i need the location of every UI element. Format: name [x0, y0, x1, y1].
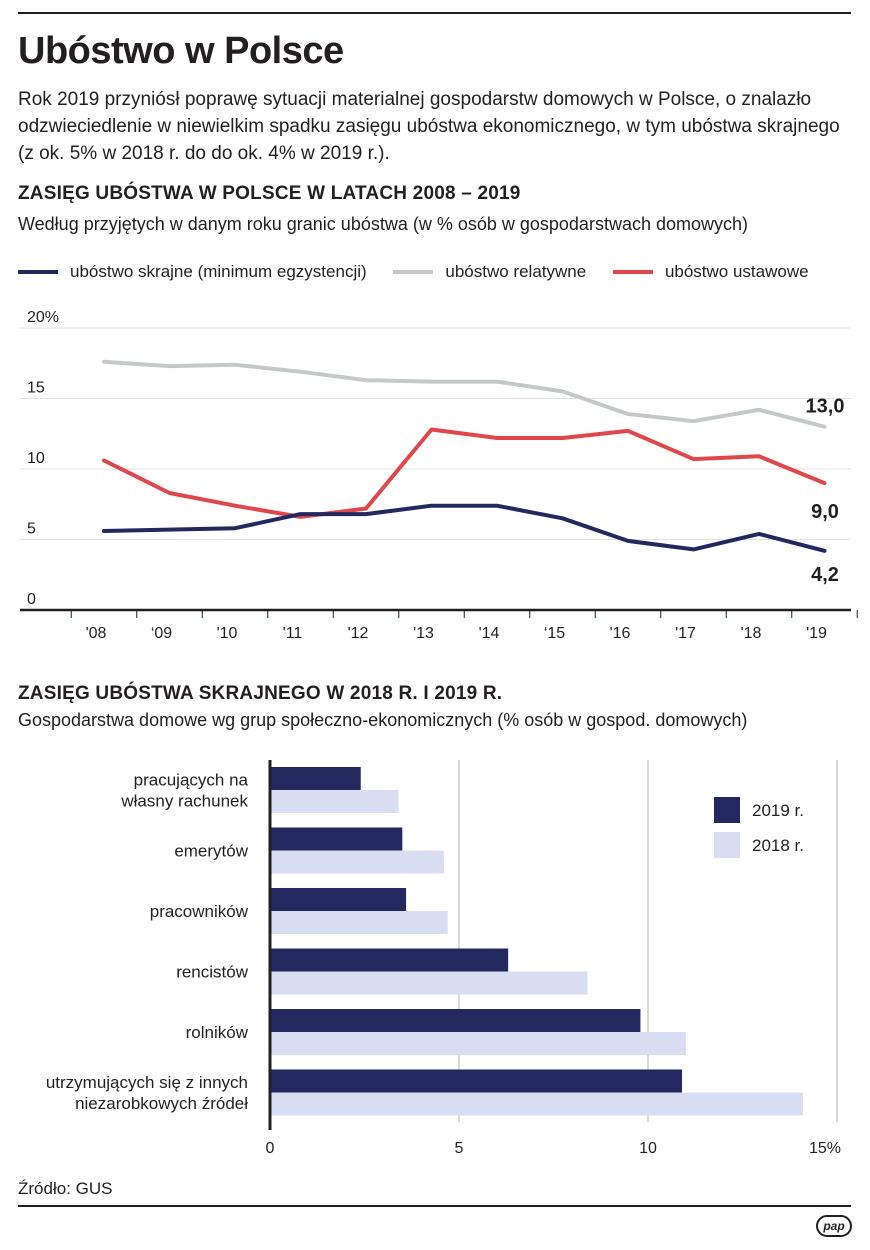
legend-label-statutory: ubóstwo ustawowe [664, 262, 809, 281]
line-chart-legend: ubóstwo skrajne (minimum egzystencji) ub… [18, 259, 809, 282]
legend-item-extreme: ubóstwo skrajne (minimum egzystencji) [18, 262, 367, 282]
bar-5-0 [270, 1069, 683, 1093]
x-tick-label: 0 [266, 1140, 275, 1157]
legend-label-bar-0: 2019 r. [752, 801, 804, 820]
bar-chart: 0 5 10 15% pracujących na własny rachunek emer… [46, 760, 841, 1157]
x-tick-label: '08 [86, 625, 107, 642]
top-rule [18, 12, 851, 14]
bar-chart-subtitle: Gospodarstwa domowe wg grup społeczno-ek… [18, 710, 748, 730]
series-line-2 [102, 427, 827, 519]
y-tick-label: 10 [27, 450, 45, 467]
x-tick-label: ‘09 [151, 625, 172, 642]
legend-item-relative: ubóstwo relatywne [393, 262, 586, 282]
end-value-label-0: 4,2 [811, 564, 839, 586]
x-tick-label: '13 [413, 625, 434, 642]
line-chart: 0 5 10 15 20% '08 ‘09 '10 '11 '12 '13 '14 ‘15 '16 '17 '… [20, 309, 858, 642]
x-tick-label: 5 [455, 1140, 464, 1157]
bar-2-1 [270, 911, 448, 934]
bar-5-1 [270, 1092, 803, 1116]
page-title: Ubóstwo w Polsce [18, 30, 344, 72]
x-tick-label: '12 [348, 625, 369, 642]
legend-swatch-statutory [612, 270, 653, 274]
intro-text: Rok 2019 przyniósł poprawę sytuacji mate… [18, 89, 840, 164]
x-tick-label: '17 [675, 625, 696, 642]
legend-label-bar-1: 2018 r. [752, 836, 804, 855]
x-tick-label: '18 [741, 625, 762, 642]
bar-2-0 [270, 888, 407, 911]
y-tick-label: 20% [27, 309, 59, 326]
series-line-1 [102, 359, 827, 429]
category-label: rencistów [176, 963, 249, 982]
y-tick-label: 0 [27, 591, 36, 608]
category-label: rolników [186, 1023, 249, 1042]
legend-swatch-bar-0 [714, 797, 740, 823]
bar-3-1 [270, 971, 588, 995]
bar-1-0 [270, 827, 403, 851]
bar-chart-title: ZASIĘG UBÓSTWA SKRAJNEGO W 2018 R. I 201… [18, 683, 503, 704]
x-tick-label: '14 [479, 625, 500, 642]
x-tick-label: '10 [217, 625, 238, 642]
category-label: emerytów [174, 842, 248, 861]
end-value-label-1: 13,0 [806, 396, 845, 418]
y-tick-label: 15 [27, 380, 45, 397]
legend-label-extreme: ubóstwo skrajne (minimum egzystencji) [70, 262, 367, 281]
bar-1-1 [270, 850, 444, 874]
bar-0-1 [270, 790, 399, 813]
line-chart-subtitle: Według przyjętych w danym roku granic ub… [18, 214, 748, 234]
category-label: pracujących na [134, 771, 249, 790]
legend-item-statutory: ubóstwo ustawowe [612, 262, 809, 282]
category-label: utrzymujących się z innych [46, 1073, 248, 1092]
category-label: własny rachunek [120, 792, 248, 811]
pap-logo: pap [816, 1215, 852, 1237]
line-chart-title: ZASIĘG UBÓSTWA W POLSCE W LATACH 2008 – … [18, 183, 521, 204]
x-tick-label: '16 [610, 625, 631, 642]
x-tick-label: '19 [806, 625, 827, 642]
bar-3-0 [270, 948, 509, 972]
bar-4-0 [270, 1009, 641, 1032]
legend-swatch-extreme [18, 270, 58, 274]
source-note: Źródło: GUS [18, 1179, 113, 1198]
bottom-rule [18, 1205, 851, 1207]
end-value-label-2: 9,0 [811, 501, 839, 523]
legend-swatch-relative [393, 270, 434, 274]
category-label: pracowników [150, 902, 249, 921]
x-tick-label: 10 [639, 1140, 657, 1157]
x-tick-label: ‘15 [544, 625, 565, 642]
series-line-0 [102, 503, 827, 553]
legend-label-relative: ubóstwo relatywne [445, 262, 587, 281]
bar-4-1 [270, 1032, 686, 1055]
y-tick-label: 5 [27, 521, 36, 538]
x-tick-label: 15% [809, 1140, 841, 1157]
bar-0-0 [270, 767, 361, 790]
x-tick-label: '11 [283, 625, 303, 642]
category-label: niezarobkowych źródeł [75, 1094, 248, 1113]
legend-swatch-bar-1 [714, 832, 740, 858]
